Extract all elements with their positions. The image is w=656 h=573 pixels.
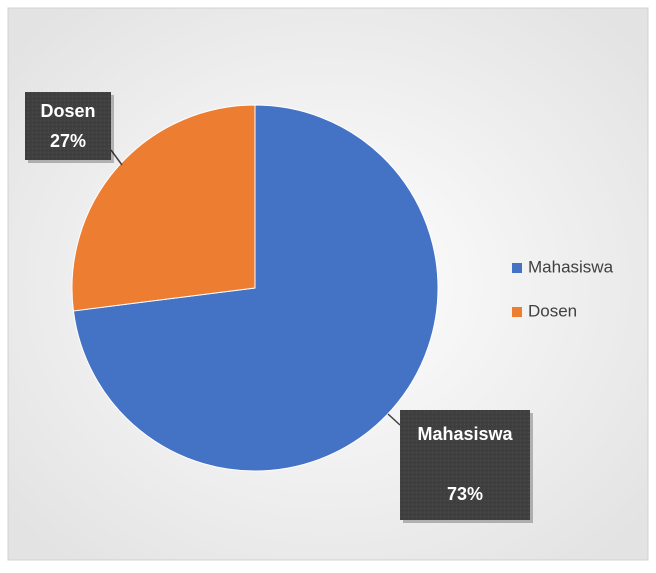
legend-label: Mahasiswa	[528, 257, 614, 276]
legend-swatch	[512, 307, 522, 317]
data-label-value: 73%	[447, 484, 483, 504]
data-label-value: 27%	[50, 131, 86, 151]
legend-swatch	[512, 263, 522, 273]
leader-line	[110, 149, 123, 166]
data-label-box	[400, 410, 530, 520]
data-label-box	[25, 92, 111, 160]
leader-line	[387, 413, 401, 426]
data-label-category: Mahasiswa	[417, 424, 513, 444]
data-label-category: Dosen	[40, 101, 95, 121]
legend-label: Dosen	[528, 301, 577, 320]
pie-slice	[71, 104, 256, 312]
pie-slice	[72, 104, 439, 472]
